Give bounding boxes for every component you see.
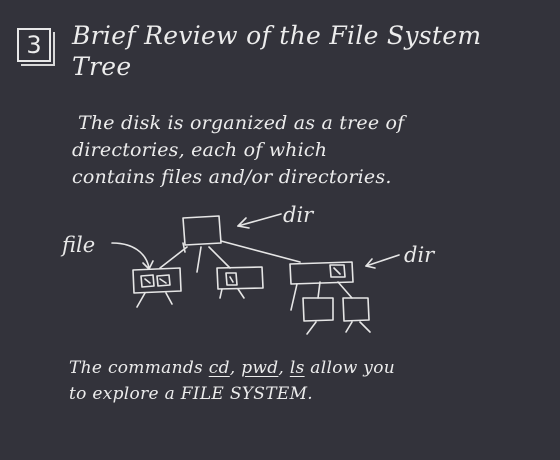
slide-title: Brief Review of the File System Tree [72, 20, 542, 82]
title-line-2: Tree [72, 52, 132, 81]
description-line-2: directories, each of which [72, 139, 328, 161]
dir-arrow-top [237, 213, 282, 229]
pwd-command: pwd [241, 358, 279, 378]
title-line-1: Brief Review of the File System [72, 21, 482, 50]
ls-command: ls [289, 358, 305, 378]
middle-dir-node [216, 266, 264, 290]
description-paragraph: The disk is organized as a tree of direc… [72, 110, 542, 191]
description-line-1: The disk is organized as a tree of [78, 112, 405, 134]
file-label: file [60, 233, 95, 257]
dir-label-top: dir [283, 203, 315, 227]
commands-line-1: The commands cd, pwd, ls allow you [69, 355, 539, 381]
commands-separator-1: , [229, 358, 242, 378]
root-dir-node [182, 215, 222, 253]
dir-arrow-right [365, 254, 400, 269]
dir-label-right: dir [404, 243, 436, 267]
commands-line-2-text: to explore a FILE SYSTEM. [69, 384, 313, 404]
file-arrow [111, 242, 154, 270]
file-node [132, 267, 182, 294]
commands-suffix: allow you [304, 358, 395, 378]
cd-command: cd [208, 358, 230, 378]
slide-number-badge: 3 [17, 28, 51, 62]
child-dir-nodes [302, 297, 370, 322]
description-line-3: contains files and/or directories. [72, 166, 392, 188]
commands-line-2: to explore a FILE SYSTEM. [69, 381, 539, 407]
right-dir-node [289, 261, 354, 285]
commands-prefix: The commands [69, 358, 209, 378]
commands-separator-2: , [278, 358, 290, 378]
commands-text: The commands cd, pwd, ls allow you to ex… [69, 355, 539, 407]
tree-edges [136, 240, 371, 335]
